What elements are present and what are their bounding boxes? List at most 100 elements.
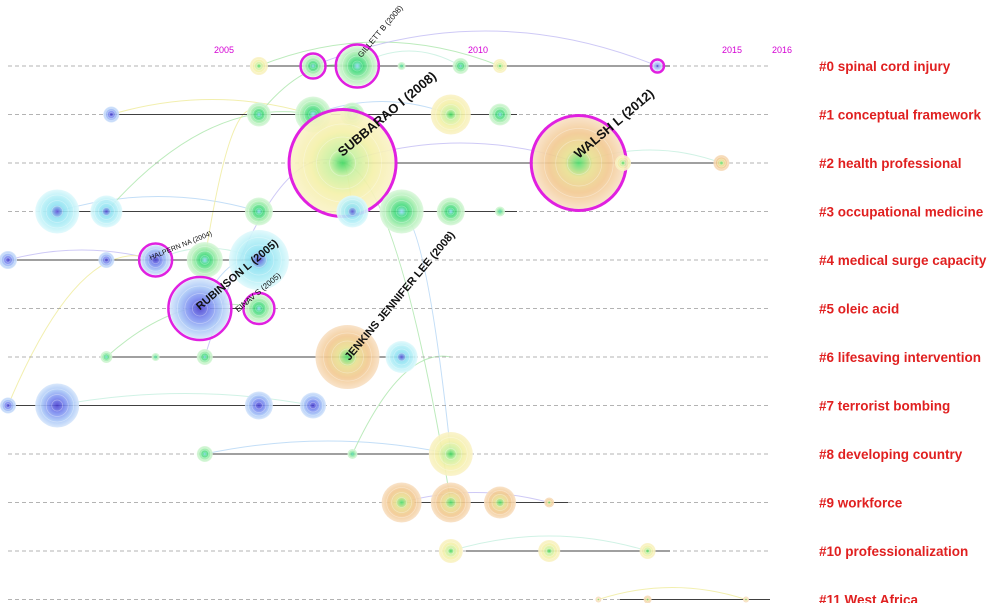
node-disc — [140, 245, 171, 275]
citation-node[interactable] — [228, 230, 289, 290]
citation-node[interactable] — [544, 497, 555, 508]
citation-node[interactable] — [713, 155, 730, 171]
citation-node[interactable] — [244, 197, 273, 226]
node-ring — [444, 544, 458, 558]
citation-node[interactable] — [249, 57, 268, 75]
citation-node[interactable] — [244, 391, 273, 420]
citation-node[interactable] — [529, 114, 628, 212]
year-axis: 2005 2010 2015 2016 — [214, 45, 792, 55]
citation-node[interactable] — [615, 155, 631, 171]
citation-node[interactable] — [186, 242, 223, 278]
node-ring — [248, 297, 270, 320]
citation-node[interactable] — [639, 543, 656, 559]
citation-node[interactable] — [334, 43, 381, 89]
citation-node[interactable] — [438, 539, 463, 563]
citation-node[interactable] — [347, 449, 358, 459]
node-ring — [0, 252, 16, 268]
citation-node[interactable] — [196, 349, 213, 365]
citation-node[interactable] — [90, 195, 123, 228]
node-ring — [256, 63, 262, 69]
citation-node[interactable] — [381, 482, 422, 523]
cluster-label-1[interactable]: #1 conceptual framework — [819, 108, 982, 123]
node-ring — [719, 160, 724, 166]
node-ring — [152, 353, 159, 361]
citation-node[interactable] — [137, 242, 174, 278]
node-ring — [715, 156, 728, 170]
citation-node[interactable] — [315, 325, 380, 389]
cluster-label-3[interactable]: #3 occupational medicine — [819, 205, 984, 220]
node-ring — [546, 547, 553, 555]
node-ring — [98, 203, 115, 220]
cluster-label-10[interactable]: #10 professionalization — [819, 544, 968, 559]
cluster-label-7[interactable]: #7 terrorist bombing — [819, 399, 950, 414]
citation-node[interactable] — [196, 446, 213, 462]
node-label[interactable]: GILLETT B (2008) — [356, 3, 405, 59]
node-ring — [5, 257, 11, 263]
node-ring — [40, 194, 75, 229]
citation-node[interactable] — [489, 103, 511, 126]
citation-node[interactable] — [167, 275, 233, 342]
citation-node[interactable] — [100, 351, 113, 363]
citation-node[interactable] — [495, 206, 505, 217]
node-disc — [538, 540, 561, 562]
citation-node[interactable] — [428, 432, 473, 476]
node-disc — [244, 294, 273, 323]
citation-node[interactable] — [35, 189, 80, 234]
cluster-label-0[interactable]: #0 spinal cord injury — [819, 59, 951, 74]
year-label-2010: 2010 — [468, 45, 488, 55]
citation-node[interactable] — [643, 595, 652, 603]
citation-node[interactable] — [300, 392, 327, 419]
citation-node[interactable] — [242, 291, 276, 326]
citation-node[interactable] — [379, 189, 424, 234]
citation-link — [204, 440, 451, 455]
node-disc — [595, 596, 602, 603]
cluster-label-6[interactable]: #6 lifesaving intervention — [819, 350, 981, 365]
node-disc — [428, 432, 473, 476]
node-ring — [102, 255, 111, 265]
node-ring — [104, 108, 118, 121]
node-ring — [743, 596, 749, 603]
node-ring — [445, 497, 457, 508]
citation-node[interactable] — [743, 596, 749, 603]
citation-node[interactable] — [493, 59, 507, 73]
cluster-label-9[interactable]: #9 workforce — [819, 496, 903, 511]
citation-node[interactable] — [452, 58, 469, 74]
citation-node[interactable] — [595, 596, 602, 603]
citation-node[interactable] — [0, 251, 17, 269]
cluster-label-11[interactable]: #11 West Africa — [819, 593, 919, 603]
cluster-label-5[interactable]: #5 oleic acid — [819, 302, 899, 317]
citation-node[interactable] — [98, 252, 115, 268]
citation-node[interactable] — [0, 397, 16, 414]
citation-node[interactable] — [436, 197, 465, 226]
citation-node[interactable] — [430, 94, 471, 135]
node-ring — [341, 50, 373, 82]
citation-node[interactable] — [538, 540, 561, 562]
node-ring — [441, 541, 461, 561]
citation-node[interactable] — [246, 102, 271, 127]
citation-node[interactable] — [430, 482, 471, 523]
citation-node[interactable] — [336, 195, 369, 228]
node-ring — [251, 204, 267, 219]
node-ring — [100, 253, 113, 267]
citation-node[interactable] — [385, 341, 418, 373]
citation-node[interactable] — [299, 52, 327, 80]
citation-node[interactable] — [649, 58, 666, 74]
node-ring — [151, 255, 160, 265]
node-ring — [497, 63, 503, 69]
node-ring — [491, 494, 509, 511]
node-ring — [147, 252, 164, 268]
cluster-label-8[interactable]: #8 developing country — [819, 447, 963, 462]
burst-ring — [167, 275, 233, 342]
cluster-label-2[interactable]: #2 health professional — [819, 156, 962, 171]
node-ring — [153, 354, 158, 360]
citation-node[interactable] — [35, 383, 80, 428]
node-ring — [199, 255, 210, 265]
cluster-label-4[interactable]: #4 medical surge capacity — [819, 253, 987, 268]
citation-node[interactable] — [397, 62, 406, 70]
node-disc — [381, 482, 422, 523]
citation-node[interactable] — [103, 106, 120, 123]
node-disc — [300, 392, 327, 419]
citation-node[interactable] — [484, 486, 516, 519]
citation-node[interactable] — [151, 353, 160, 361]
node-ring — [251, 58, 267, 74]
